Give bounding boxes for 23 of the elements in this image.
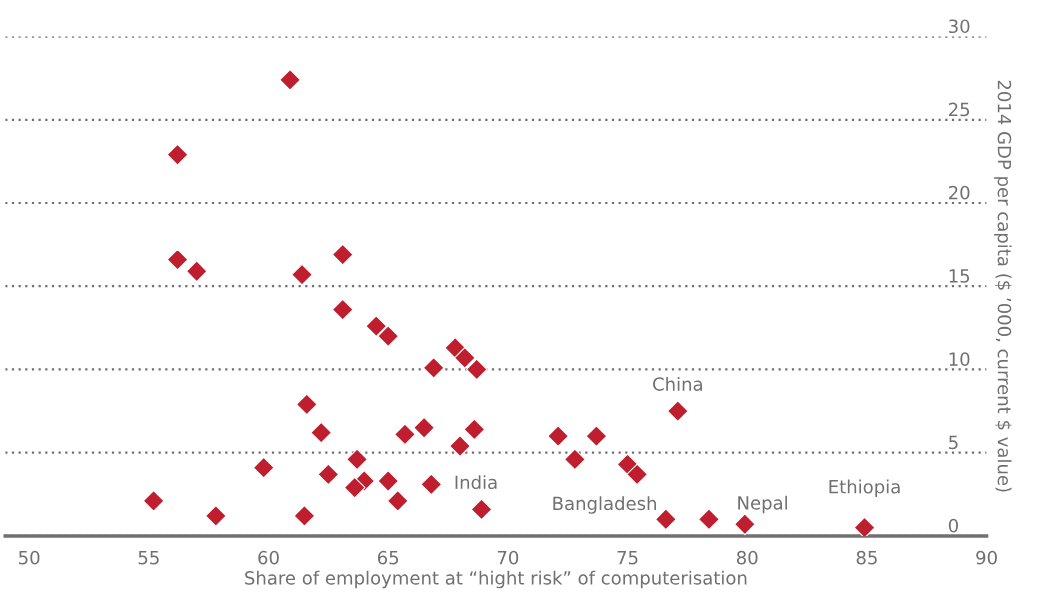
y-tick-label: 10 bbox=[949, 352, 970, 366]
y-axis-title: 2014 GDP per capita ($ ’000, current $ value) bbox=[994, 80, 1012, 492]
y-tick-label: 15 bbox=[949, 269, 970, 283]
annotation: Ethiopia bbox=[829, 479, 900, 498]
x-tick-label: 90 bbox=[976, 550, 997, 565]
y-tick-label: 5 bbox=[949, 435, 958, 450]
x-tick-label: 55 bbox=[138, 551, 159, 565]
y-tick-label: 0 bbox=[948, 518, 958, 533]
x-tick-label: 80 bbox=[736, 550, 758, 565]
annotation: Bangladesh bbox=[553, 496, 656, 514]
annotation: China bbox=[653, 376, 702, 391]
y-tick-label: 30 bbox=[949, 19, 970, 34]
annotation: India bbox=[455, 475, 497, 490]
y-tick-label: 20 bbox=[949, 185, 970, 200]
x-tick-label: 75 bbox=[617, 551, 638, 565]
x-tick-label: 85 bbox=[856, 550, 877, 565]
y-tick-label: 25 bbox=[949, 102, 970, 117]
x-tick-label: 60 bbox=[258, 550, 279, 565]
x-axis-title: Share of employment at “hight risk” of computerisation bbox=[245, 570, 747, 589]
x-tick-label: 50 bbox=[19, 550, 40, 565]
x-tick-label: 70 bbox=[497, 550, 519, 565]
annotation: Nepal bbox=[738, 495, 787, 514]
x-tick-label: 65 bbox=[377, 550, 399, 565]
